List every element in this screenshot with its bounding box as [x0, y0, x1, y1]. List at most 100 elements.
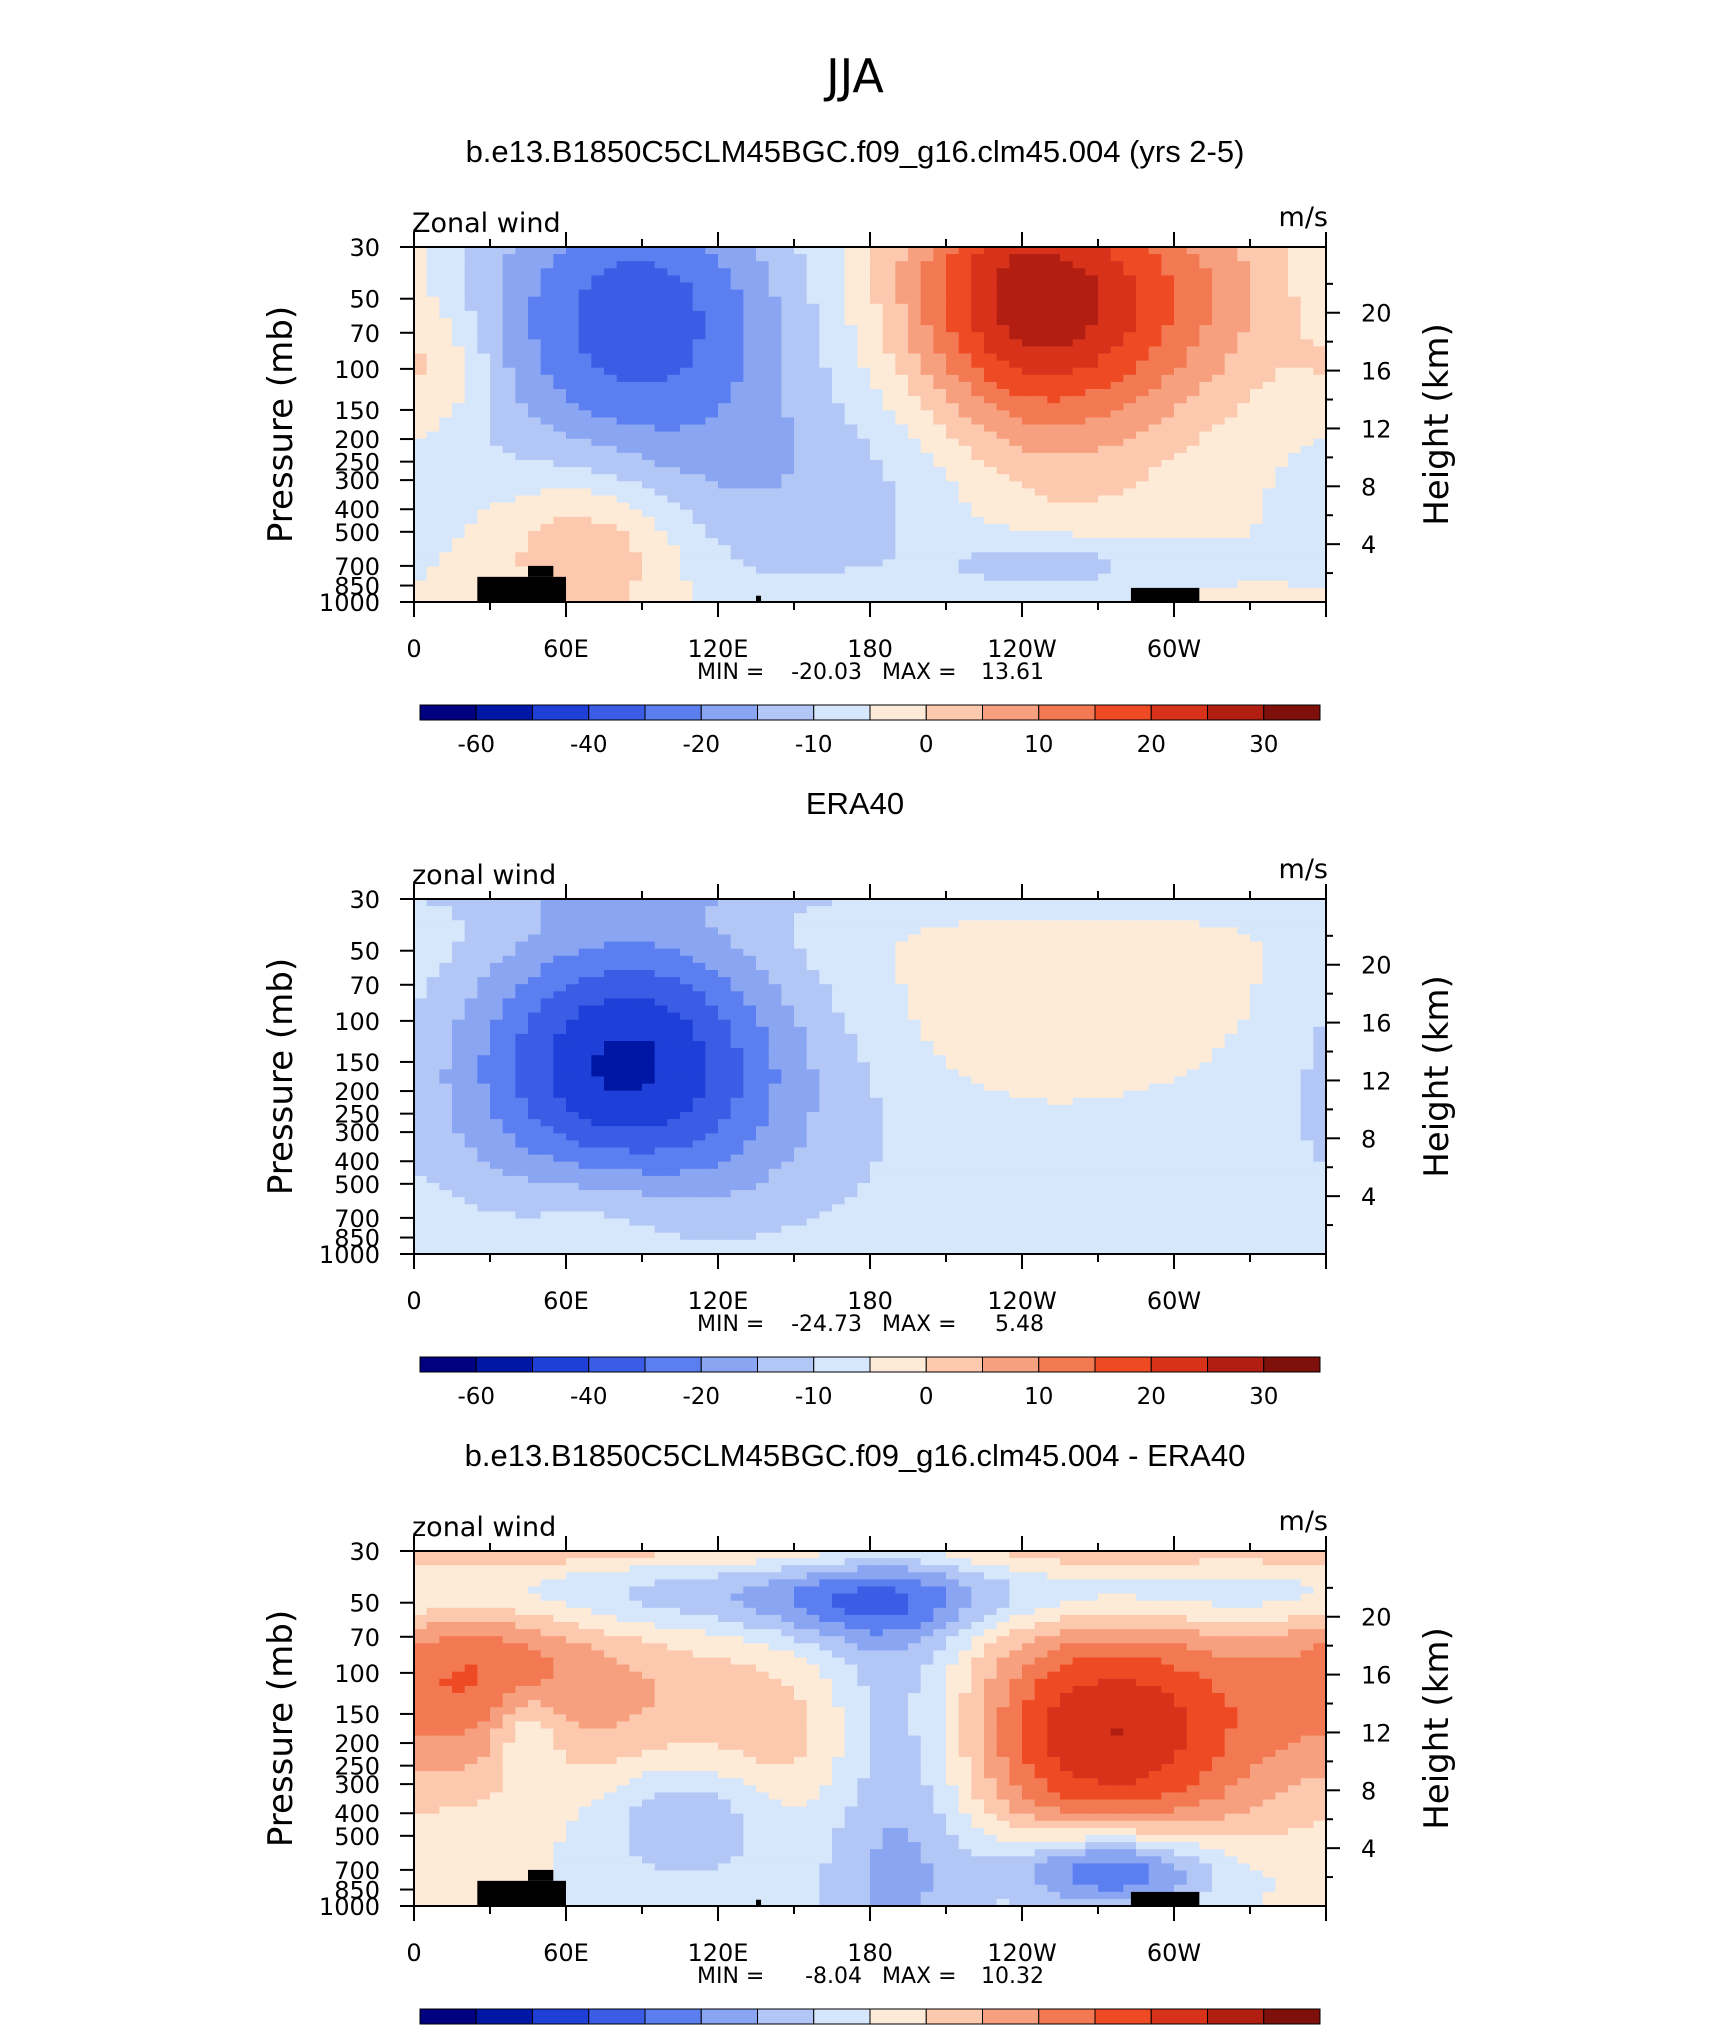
field-cell — [1123, 956, 1136, 964]
field-cell — [1009, 275, 1022, 283]
field-cell — [731, 984, 744, 992]
field-cell — [743, 496, 756, 504]
field-cell — [477, 531, 490, 539]
field-cell — [870, 552, 883, 560]
field-cell — [870, 467, 883, 475]
field-cell — [617, 991, 630, 999]
field-cell — [1136, 325, 1149, 333]
field-cell — [1136, 488, 1149, 496]
field-cell — [769, 496, 782, 504]
field-cell — [857, 304, 870, 312]
field-cell — [490, 290, 503, 298]
field-cell — [769, 1006, 782, 1014]
field-cell — [845, 552, 858, 560]
field-cell — [946, 460, 959, 468]
field-cell — [452, 297, 465, 305]
field-cell — [781, 935, 794, 943]
field-cell — [1288, 247, 1301, 255]
field-cell — [1237, 935, 1250, 943]
field-cell — [553, 417, 566, 425]
field-cell — [845, 935, 858, 943]
field-cell — [579, 332, 592, 340]
field-cell — [1161, 410, 1174, 418]
field-cell — [541, 368, 554, 376]
field-cell — [769, 403, 782, 411]
field-cell — [680, 588, 693, 596]
field-cell — [604, 581, 617, 589]
field-cell — [870, 998, 883, 1006]
field-cell — [655, 920, 668, 928]
field-cell — [541, 382, 554, 390]
field-cell — [832, 920, 845, 928]
field-cell — [1073, 325, 1086, 333]
field-cell — [997, 998, 1010, 1006]
field-cell — [427, 268, 440, 276]
field-cell — [604, 517, 617, 525]
field-cell — [1263, 517, 1276, 525]
field-cell — [541, 268, 554, 276]
field-cell — [579, 970, 592, 978]
field-cell — [655, 927, 668, 935]
field-cell — [857, 297, 870, 305]
field-cell — [794, 325, 807, 333]
field-cell — [857, 545, 870, 553]
field-cell — [629, 382, 642, 390]
field-cell — [427, 949, 440, 957]
field-cell — [1199, 970, 1212, 978]
field-cell — [490, 545, 503, 553]
field-cell — [1275, 460, 1288, 468]
field-cell — [1288, 432, 1301, 440]
field-cell — [832, 453, 845, 461]
field-cell — [1225, 956, 1238, 964]
field-cell — [870, 375, 883, 383]
field-cell — [414, 261, 427, 269]
field-cell — [794, 517, 807, 525]
field-cell — [439, 956, 452, 964]
field-cell — [705, 588, 718, 596]
field-cell — [1301, 318, 1314, 326]
field-cell — [515, 268, 528, 276]
field-cell — [946, 977, 959, 985]
field-cell — [769, 332, 782, 340]
field-cell — [1275, 254, 1288, 262]
field-cell — [1275, 368, 1288, 376]
field-cell — [1047, 920, 1060, 928]
field-cell — [883, 496, 896, 504]
field-cell — [490, 970, 503, 978]
field-cell — [1022, 984, 1035, 992]
field-cell — [604, 927, 617, 935]
field-cell — [1073, 588, 1086, 596]
field-cell — [1313, 963, 1326, 971]
field-cell — [427, 517, 440, 525]
field-cell — [1174, 247, 1187, 255]
y-axis: 3050701001502002503004005007008501000Pre… — [261, 234, 414, 617]
x-tick-label: 60W — [1147, 635, 1201, 663]
field-cell — [1187, 283, 1200, 291]
field-cell — [503, 524, 516, 532]
field-cell — [883, 304, 896, 312]
field-cell — [971, 467, 984, 475]
field-cell — [807, 1013, 820, 1021]
field-cell — [743, 439, 756, 447]
field-cell — [971, 899, 984, 907]
field-cell — [427, 899, 440, 907]
colorbar-swatch — [701, 705, 757, 720]
field-cell — [1073, 913, 1086, 921]
field-cell — [1009, 503, 1022, 511]
field-cell — [1035, 581, 1048, 589]
field-cell — [769, 949, 782, 957]
field-cell — [503, 318, 516, 326]
field-cell — [1123, 283, 1136, 291]
field-cell — [1212, 581, 1225, 589]
field-cell — [579, 446, 592, 454]
field-cell — [465, 998, 478, 1006]
field-cell — [528, 510, 541, 518]
field-cell — [427, 354, 440, 362]
field-cell — [718, 545, 731, 553]
field-cell — [566, 346, 579, 354]
field-cell — [1085, 913, 1098, 921]
field-cell — [1149, 963, 1162, 971]
field-cell — [1250, 913, 1263, 921]
field-cell — [1212, 290, 1225, 298]
field-cell — [718, 517, 731, 525]
